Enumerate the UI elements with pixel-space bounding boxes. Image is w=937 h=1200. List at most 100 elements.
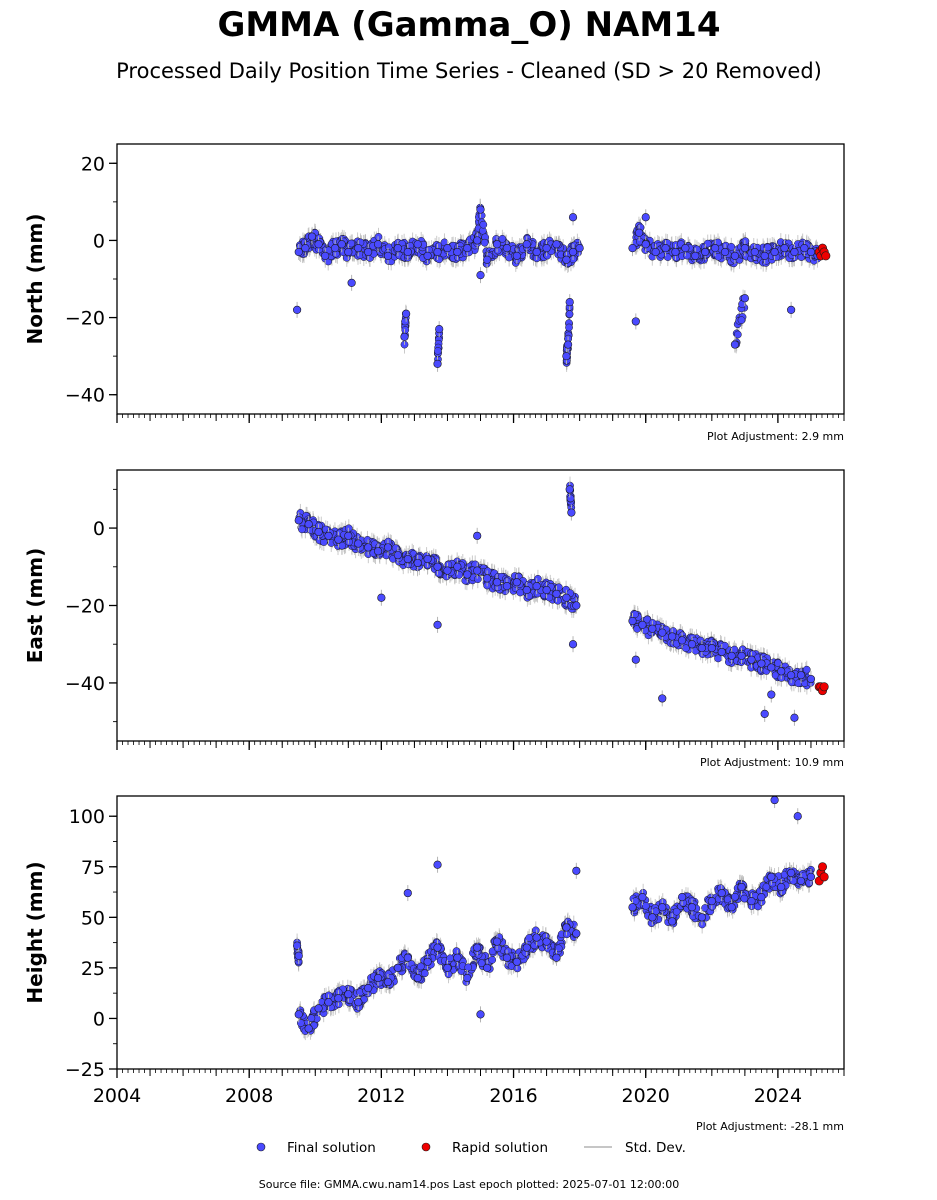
height-final-point — [777, 882, 786, 892]
north-daily-point — [683, 251, 691, 260]
height-final-point — [532, 933, 541, 942]
north-final-point — [635, 228, 644, 237]
east-final-point — [628, 616, 637, 626]
height-daily-point — [307, 1014, 316, 1023]
height-final-point — [344, 990, 353, 999]
height-final-point — [552, 953, 561, 962]
north-y-axis: −40 −20 0 20 — [65, 153, 117, 407]
north-final-point — [502, 244, 512, 253]
east-frame — [116, 469, 845, 742]
north-final-point — [787, 305, 796, 314]
height-daily-point — [464, 963, 473, 972]
east-panel: −40 −20 0 East (mm) Plot Adjustment: 10.9 mm — [23, 469, 845, 769]
east-y-tick-label: −40 — [65, 673, 105, 695]
north-final-point — [780, 244, 789, 253]
east-final-point — [502, 582, 512, 591]
east-daily-point — [643, 615, 652, 624]
chart-title: GMMA (Gamma_O) NAM14 — [217, 5, 720, 45]
east-final-point — [552, 589, 561, 598]
height-rapid-point — [819, 872, 829, 882]
east-y-tick-label: −20 — [65, 596, 105, 618]
east-final-point — [790, 713, 799, 722]
east-daily-point — [483, 567, 492, 576]
north-daily-point — [727, 242, 736, 251]
east-final-point — [453, 562, 462, 571]
north-final-point — [720, 247, 730, 257]
height-final-point — [492, 937, 502, 946]
height-final-point — [697, 913, 707, 922]
north-x-axis — [116, 414, 845, 423]
north-final-point — [552, 240, 561, 249]
east-final-point — [565, 485, 574, 494]
height-final-point — [628, 903, 637, 912]
east-final-point — [512, 578, 521, 587]
north-final-point — [651, 247, 660, 257]
north-final-point — [292, 305, 302, 314]
north-final-point — [671, 247, 680, 257]
height-daily-point — [493, 944, 502, 953]
height-daily-point — [488, 956, 497, 964]
north-final-point — [760, 251, 769, 260]
east-daily-point — [566, 494, 575, 503]
east-final-point — [658, 628, 667, 637]
north-final-point — [433, 247, 442, 257]
east-x-axis — [116, 741, 845, 750]
east-final-point — [532, 582, 541, 591]
east-final-point — [483, 574, 492, 583]
east-final-point — [568, 640, 578, 649]
north-final-point — [730, 251, 740, 260]
height-final-point — [413, 973, 422, 983]
height-final-point — [373, 973, 383, 983]
height-x-axis: 2004 2008 2012 2016 2020 2024 — [93, 1069, 845, 1107]
north-final-point — [800, 244, 809, 253]
north-final-point — [740, 294, 749, 303]
east-final-point — [767, 690, 776, 699]
east-final-point — [796, 671, 806, 680]
height-final-point — [757, 893, 766, 902]
north-final-point — [307, 232, 317, 241]
east-final-point — [717, 647, 726, 657]
height-daily-point — [420, 969, 429, 978]
height-final-point — [770, 796, 779, 805]
north-daily-point — [565, 310, 574, 318]
east-final-point — [373, 547, 383, 556]
east-final-point — [492, 578, 502, 587]
north-final-point — [681, 244, 690, 253]
north-final-point — [730, 340, 740, 349]
height-final-point — [403, 888, 412, 898]
north-final-point — [373, 240, 383, 249]
north-final-point — [337, 240, 346, 249]
north-final-point — [575, 244, 584, 253]
east-final-point — [747, 655, 756, 664]
height-final-point — [727, 903, 736, 912]
east-final-point — [777, 667, 786, 676]
height-final-point — [304, 1024, 313, 1033]
east-final-point — [354, 539, 363, 548]
east-final-point — [364, 543, 373, 552]
north-daily-point — [733, 330, 742, 339]
height-final-point — [747, 897, 756, 906]
east-final-point — [304, 520, 313, 529]
height-final-point — [423, 957, 432, 966]
height-final-point — [433, 860, 442, 869]
height-daily-point — [641, 902, 650, 910]
east-daily-point — [434, 569, 443, 578]
north-daily-point — [498, 234, 507, 243]
east-final-point — [324, 531, 333, 540]
north-final-point — [542, 244, 551, 253]
height-final-point — [687, 903, 697, 912]
height-daily-point — [672, 907, 681, 916]
height-final-point — [463, 973, 472, 983]
height-final-point — [294, 951, 303, 960]
north-final-point — [364, 247, 373, 257]
east-final-point — [648, 624, 657, 633]
east-final-point — [542, 585, 551, 595]
north-final-point — [562, 352, 571, 361]
east-daily-cloud — [295, 476, 815, 695]
height-final-point — [717, 888, 726, 898]
height-final-point — [793, 812, 802, 821]
height-final-point — [502, 953, 512, 962]
height-plot-area — [292, 796, 829, 1041]
north-panel: −40 −20 0 20 North (mm) Plot Adjustment: 2.9 … — [23, 143, 845, 443]
